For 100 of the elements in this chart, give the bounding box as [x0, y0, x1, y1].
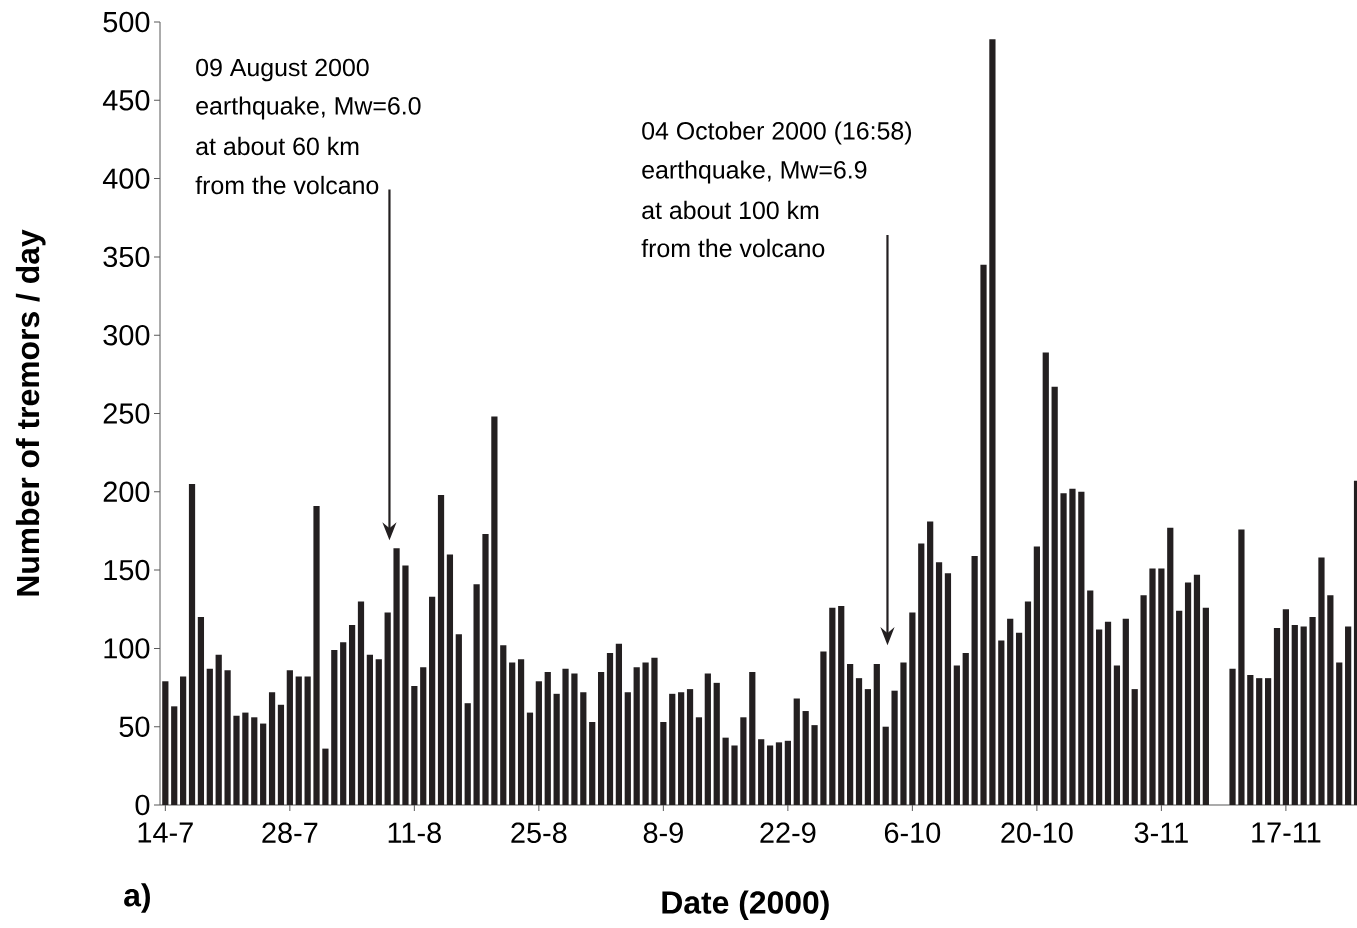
bar: [580, 692, 587, 805]
bar: [224, 670, 231, 805]
y-tick-label: 200: [103, 481, 150, 503]
bar: [1051, 386, 1058, 805]
bar: [1007, 618, 1014, 805]
bar: [775, 742, 783, 805]
bar: [1158, 568, 1165, 805]
bar: [1282, 609, 1289, 805]
bar: [446, 554, 454, 805]
bar: [1140, 595, 1147, 805]
bar: [1024, 601, 1032, 805]
bar: [953, 665, 960, 805]
y-tick-label: 150: [104, 559, 150, 581]
bar: [838, 606, 845, 805]
bar: [1033, 546, 1040, 805]
bar: [1318, 557, 1325, 805]
bar: [731, 745, 738, 805]
bar: [980, 264, 987, 805]
bar: [242, 712, 249, 805]
bar: [935, 562, 943, 805]
x-tick-label: 11-8: [388, 822, 441, 843]
y-tick-label: 400: [102, 168, 150, 189]
y-tick-label: 0: [135, 794, 150, 816]
bar: [1149, 568, 1156, 805]
bar: [384, 612, 391, 805]
bar: [1273, 628, 1281, 805]
bar: [1238, 529, 1245, 805]
bar: [402, 565, 409, 805]
bar: [295, 676, 302, 805]
bar: [304, 676, 311, 805]
bar: [491, 416, 498, 805]
bar: [642, 662, 649, 805]
bar: [348, 624, 356, 805]
bar: [188, 483, 196, 805]
bar: [517, 659, 525, 805]
bar: [802, 711, 809, 805]
bar: [678, 692, 685, 805]
bar: [598, 671, 605, 805]
bar: [286, 670, 293, 805]
bar: [313, 505, 320, 805]
bar: [713, 682, 720, 805]
bar: [909, 612, 916, 805]
bar: [704, 673, 711, 805]
y-axis-title: Number of tremors / day: [15, 229, 46, 596]
x-tick-label: 8-9: [643, 822, 683, 843]
bar: [971, 556, 978, 805]
bar: [820, 651, 827, 805]
bar: [1167, 527, 1174, 805]
x-tick-label: 20-10: [1001, 822, 1073, 843]
bar: [437, 494, 445, 805]
bar: [606, 653, 614, 805]
bar: [1184, 582, 1192, 805]
y-tick-label: 350: [103, 246, 150, 268]
bar: [1309, 617, 1316, 805]
bar: [473, 584, 480, 805]
bar: [962, 653, 969, 805]
bar: [686, 689, 694, 805]
bar: [1256, 678, 1263, 805]
bar: [1327, 595, 1334, 805]
bar: [989, 39, 996, 805]
bar: [375, 659, 382, 805]
bar: [535, 681, 542, 805]
bar: [1193, 574, 1201, 805]
annotation: earthquake, Mw=6.9: [642, 160, 867, 184]
bar: [482, 534, 489, 805]
bar: [740, 717, 747, 805]
bar: [393, 548, 400, 805]
bar: [1069, 488, 1076, 805]
y-tick-label: 500: [103, 11, 150, 33]
bar: [891, 690, 898, 805]
bar: [197, 617, 205, 805]
bar: [1291, 624, 1298, 805]
bar: [873, 664, 880, 805]
bar: [1122, 618, 1129, 805]
bar: [455, 634, 462, 805]
annotation: at about 100 km: [642, 200, 819, 220]
bar: [215, 654, 222, 805]
bar: [722, 737, 729, 805]
bar: [366, 654, 373, 805]
bar: [900, 662, 907, 805]
bar: [1104, 621, 1112, 805]
bar: [1300, 626, 1307, 805]
bar: [882, 726, 889, 805]
bar: [562, 668, 569, 805]
y-tick-label: 50: [119, 716, 150, 737]
bar: [420, 667, 427, 805]
y-tick-label: 250: [103, 403, 150, 424]
bar: [206, 668, 213, 805]
annotation: from the volcano: [195, 175, 379, 195]
bar: [944, 573, 952, 805]
bar: [268, 692, 276, 805]
y-tick-label: 450: [102, 90, 150, 111]
bar: [669, 693, 676, 805]
bar: [251, 717, 258, 805]
bar: [1113, 665, 1121, 805]
annotation: earthquake, Mw=6.0: [196, 96, 421, 120]
bar: [571, 673, 578, 805]
y-tick-label: 100: [104, 638, 150, 659]
x-tick-label: 3-11: [1134, 822, 1188, 843]
bar: [855, 678, 863, 805]
